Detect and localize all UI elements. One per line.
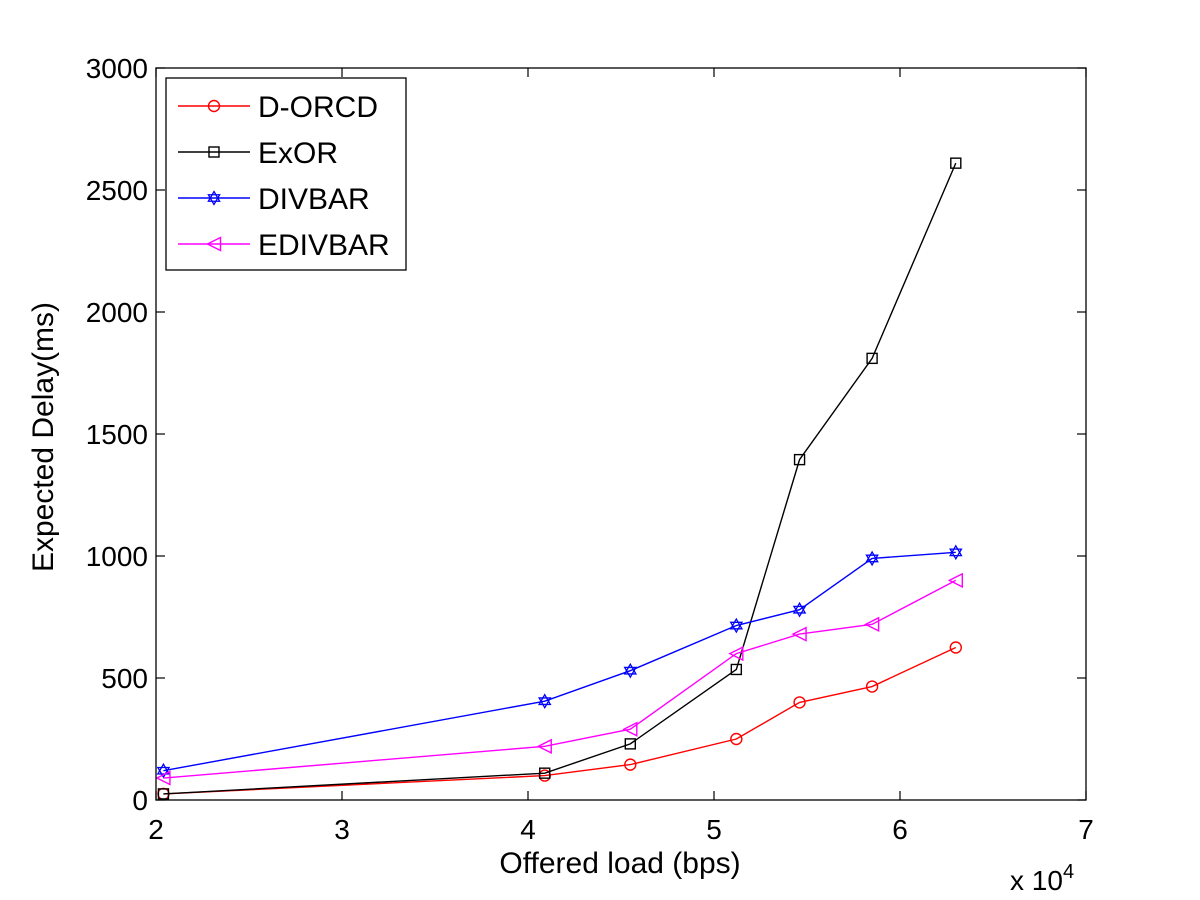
data-point-divbar [729,617,744,634]
legend-box [165,77,407,271]
hexagram-up-triangle [792,601,807,614]
data-point-d-orcd [865,680,879,693]
hexagram-down-triangle [156,766,171,779]
x-tick-label: 7 [1078,814,1094,845]
data-point-d-orcd [949,641,962,654]
y-tick-label: 1000 [86,541,148,572]
x-tick-label: 2 [148,814,164,845]
hexagram-down-triangle [729,621,744,634]
x-tick-label: 6 [892,814,908,845]
data-point-edivbar [155,770,171,786]
series-exor [157,157,962,800]
data-point-exor [624,738,636,750]
data-point-edivbar [791,626,807,642]
x-tick-label: 3 [334,814,350,845]
hexagram-up-triangle [623,662,638,675]
y-tick-label: 2500 [86,175,148,206]
legend-label-d-orcd: D-ORCD [258,91,378,124]
legend-entry-edivbar: EDIVBAR [178,229,390,262]
data-point-divbar [623,662,638,679]
y-axis-label: Expected Delay(ms) [27,302,60,572]
data-point-divbar [156,762,171,779]
legend-marker-divbar [207,190,221,206]
legend-marker-edivbar [205,236,222,252]
hexagram-up-triangle [729,617,744,630]
series-divbar [156,544,963,779]
x-axis-exponent-label: x 104 [1010,861,1074,896]
hexagram-down-triangle [207,194,221,206]
x-axis-exponent-power: 4 [1063,861,1074,883]
data-point-edivbar [864,616,880,632]
series-line-divbar [163,551,956,772]
legend: D-ORCD ExOR DIVBAR EDIVBAR [165,77,407,271]
data-point-exor [730,663,743,676]
hexagram-up-triangle [865,550,879,563]
legend-label-edivbar: EDIVBAR [258,229,390,262]
data-point-divbar [949,544,963,561]
data-point-edivbar [728,645,744,662]
data-point-divbar [792,601,807,618]
y-tick-label: 500 [101,663,148,694]
data-point-d-orcd [624,758,637,771]
data-point-divbar [537,693,552,709]
legend-entry-exor: ExOR [178,137,338,170]
data-point-exor [950,157,962,169]
legend-marker-exor [208,146,220,158]
hexagram-up-triangle [537,693,552,706]
legend-label-divbar: DIVBAR [258,183,370,216]
hexagram-down-triangle [537,697,552,709]
data-point-d-orcd [730,732,743,746]
hexagram-down-triangle [949,548,963,561]
data-point-edivbar [536,738,552,754]
hexagram-down-triangle [792,605,807,618]
y-tick-label: 3000 [86,53,148,84]
hexagram-up-triangle [949,544,963,557]
series-line-d-orcd [163,646,957,795]
series-edivbar [155,572,963,786]
y-tick-label: 0 [132,785,148,816]
series-line-edivbar [163,579,957,779]
hexagram-down-triangle [865,554,879,567]
legend-entry-d-orcd: D-ORCD [178,91,378,124]
data-point-edivbar [947,572,963,589]
plot-area [155,157,963,801]
data-point-exor [793,453,806,466]
x-tick-label: 4 [520,814,536,845]
data-point-exor [539,767,551,779]
x-axis-exponent-base: x 10 [1010,865,1063,896]
legend-marker-d-orcd [207,99,221,113]
axes: 2 3 4 5 6 7 0 500 1000 1500 2000 2500 3000 [86,53,1094,845]
y-tick-label: 2000 [86,297,148,328]
legend-entry-divbar: DIVBAR [178,183,370,216]
y-tick-label: 1500 [86,419,148,450]
data-point-exor [866,352,878,365]
data-point-divbar [865,550,879,567]
series-line-exor [163,162,957,795]
hexagram-up-triangle [207,190,221,202]
data-point-d-orcd [793,696,806,709]
hexagram-down-triangle [623,666,638,679]
hexagram-up-triangle [156,762,171,775]
x-axis-label: Offered load (bps) [499,847,740,880]
data-point-exor [157,788,170,800]
legend-label-exor: ExOR [258,137,338,170]
x-tick-label: 5 [706,814,722,845]
data-point-edivbar [622,721,638,737]
